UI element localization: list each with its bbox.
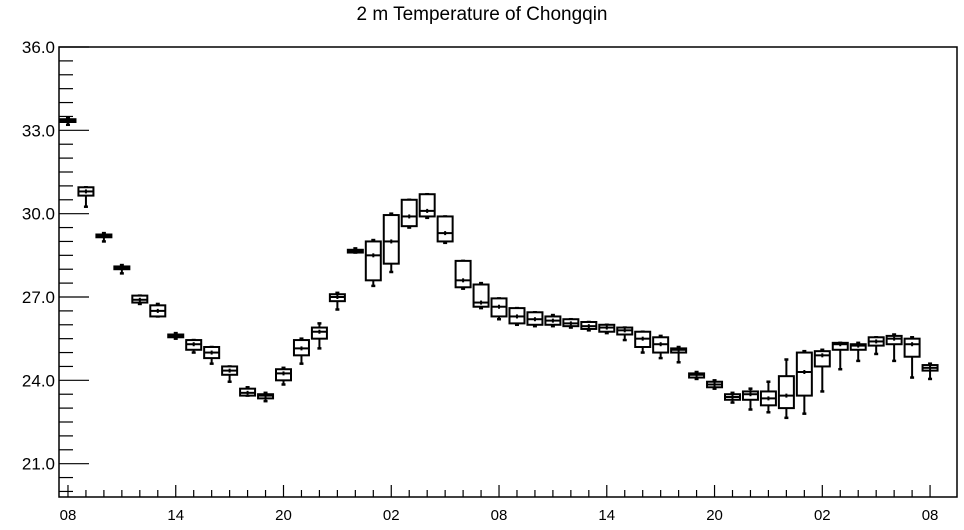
x-tick-label: 08 (491, 507, 508, 524)
box-iqr (400, 198, 418, 228)
box-plot (382, 212, 400, 274)
box-plot (903, 336, 921, 379)
box-plot (257, 391, 275, 403)
box-plot (921, 362, 939, 381)
box-plot (777, 358, 795, 420)
x-tick-label: 20 (706, 507, 723, 524)
box-iqr (454, 259, 472, 289)
box-plot (185, 338, 203, 354)
box-plot (203, 345, 221, 365)
y-tick-label: 36.0 (22, 38, 55, 57)
chart-title: 2 m Temperature of Chongqin (356, 4, 608, 25)
box-plot (59, 116, 77, 127)
box-plot (436, 215, 454, 245)
box-plot (759, 380, 777, 414)
box-plot (652, 334, 670, 360)
box-plot (292, 337, 310, 365)
box-plot (813, 348, 831, 393)
box-iqr (472, 283, 490, 308)
box-plot (239, 386, 257, 397)
box-iqr (777, 375, 795, 410)
box-plot (149, 302, 167, 318)
box-plot (418, 192, 436, 220)
box-plot (526, 311, 544, 328)
box-plot (77, 186, 95, 208)
box-plot (795, 349, 813, 415)
box-plot (131, 294, 149, 306)
box-plot (113, 263, 131, 275)
box-plot (167, 331, 185, 340)
y-tick-label: 21.0 (22, 455, 55, 474)
box-plot (454, 259, 472, 290)
box-iqr (795, 351, 813, 397)
x-tick-label: 14 (167, 507, 184, 524)
x-tick-label: 08 (922, 507, 939, 524)
box-plot (95, 231, 113, 243)
y-tick-label: 27.0 (22, 288, 55, 307)
box-plot (400, 198, 418, 229)
box-iqr (418, 193, 436, 218)
box-plot (867, 336, 885, 356)
box-plot (562, 317, 580, 329)
box-plot (508, 306, 526, 327)
box-plot (221, 365, 239, 383)
box-iqr (903, 337, 921, 358)
box-plot (849, 341, 867, 363)
y-tick-label: 24.0 (22, 371, 55, 390)
box-plot (275, 366, 292, 386)
x-tick-label: 02 (814, 507, 831, 524)
y-axis: 21.0 24.0 27.0 30.0 33.0 36.0 (22, 38, 89, 493)
box-plot (706, 379, 724, 390)
box-plot (634, 330, 652, 354)
box-plot (490, 297, 508, 321)
x-tick-label: 20 (275, 507, 292, 524)
box-plot (364, 238, 382, 288)
box-series (59, 116, 939, 420)
box-plot (670, 345, 688, 364)
x-axis: 08 14 20 02 08 14 20 02 08 (60, 485, 939, 524)
box-plot (616, 326, 634, 342)
box-plot (885, 333, 903, 363)
box-plot (310, 322, 328, 350)
box-plot (598, 323, 616, 335)
y-tick-label: 33.0 (22, 121, 55, 140)
box-plot (688, 370, 706, 381)
box-plot (544, 313, 562, 328)
box-plot (741, 387, 759, 411)
x-tick-label: 14 (598, 507, 615, 524)
box-plot (724, 391, 741, 404)
x-tick-label: 02 (383, 507, 400, 524)
box-iqr (382, 214, 400, 265)
box-plot (328, 291, 346, 311)
box-plot (580, 320, 598, 332)
box-iqr (364, 240, 382, 282)
box-plot (831, 341, 849, 371)
box-plot (472, 281, 490, 310)
plot-frame (58, 46, 958, 498)
box-plot (346, 247, 364, 254)
box-iqr (436, 215, 454, 243)
y-tick-label: 30.0 (22, 205, 55, 224)
x-tick-label: 08 (60, 507, 77, 524)
